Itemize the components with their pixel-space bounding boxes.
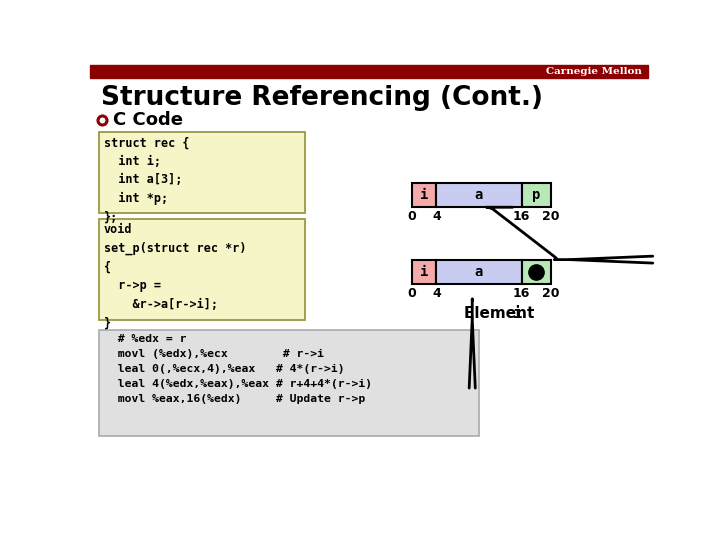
Text: Element: Element	[464, 306, 540, 321]
Bar	[412, 183, 436, 207]
Text: 4: 4	[432, 287, 441, 300]
Text: 0: 0	[408, 211, 416, 224]
Text: Carnegie Mellon: Carnegie Mellon	[546, 68, 642, 76]
Bar	[522, 183, 551, 207]
Text: 16: 16	[513, 287, 531, 300]
Bar	[99, 219, 305, 320]
Text: a: a	[475, 188, 483, 202]
Text: i: i	[420, 265, 428, 279]
Text: 0: 0	[408, 287, 416, 300]
Text: a: a	[475, 265, 483, 279]
Text: Structure Referencing (Cont.): Structure Referencing (Cont.)	[101, 85, 543, 111]
Text: 20: 20	[542, 211, 560, 224]
Text: i: i	[513, 306, 522, 321]
Text: C Code: C Code	[113, 111, 184, 129]
Bar	[522, 260, 551, 284]
Text: p: p	[532, 188, 541, 202]
Bar	[99, 330, 479, 436]
Text: i: i	[420, 188, 428, 202]
Text: void
set_p(struct rec *r)
{
  r->p =
    &r->a[r->i];
}: void set_p(struct rec *r) { r->p = &r->a…	[104, 224, 246, 329]
Bar	[436, 260, 522, 284]
Text: 4: 4	[432, 211, 441, 224]
Bar	[99, 132, 305, 213]
Text: struct rec {
  int i;
  int a[3];
  int *p;
};: struct rec { int i; int a[3]; int *p; };	[104, 137, 189, 224]
Text: 20: 20	[542, 287, 560, 300]
Bar	[412, 260, 436, 284]
Bar	[436, 183, 522, 207]
Text: 16: 16	[513, 211, 531, 224]
Text: # %edx = r
  movl (%edx),%ecx        # r->i
  leal 0(,%ecx,4),%eax   # 4*(r->i)
: # %edx = r movl (%edx),%ecx # r->i leal …	[104, 334, 372, 404]
Bar	[90, 65, 648, 78]
